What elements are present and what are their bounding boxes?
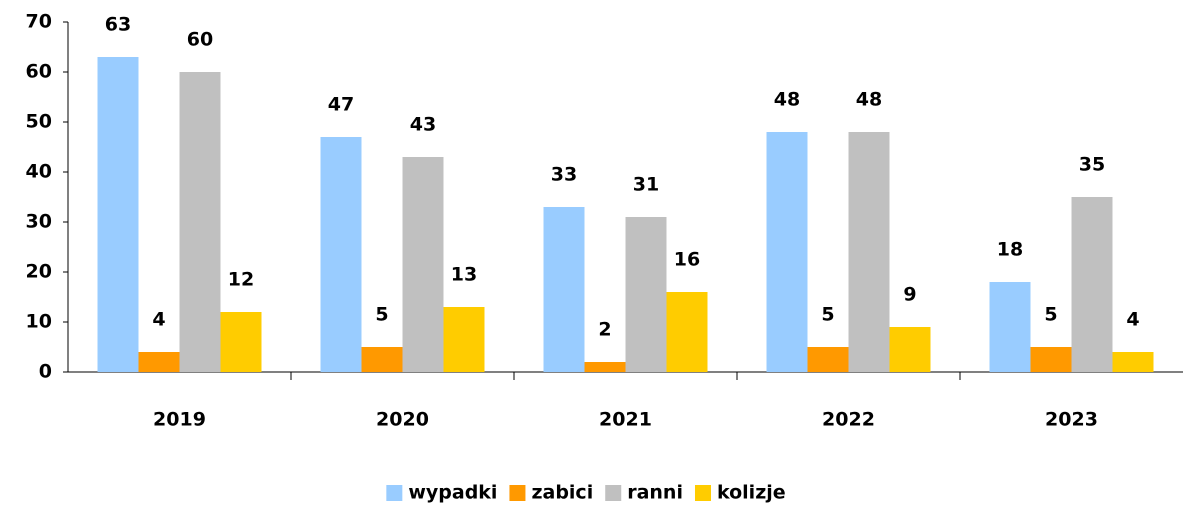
bar [848,132,890,372]
legend-label: ranni [627,482,683,504]
bar [1112,352,1154,372]
bar [807,347,849,372]
data-label: 5 [375,304,388,326]
legend-label: wypadki [408,482,497,504]
y-tick-label: 20 [26,261,52,283]
bar [1030,347,1072,372]
bar [443,307,485,372]
data-label: 5 [821,304,834,326]
x-tick-label: 2019 [153,409,206,431]
legend-label: kolizje [717,482,786,504]
data-label: 2 [598,319,611,341]
data-label: 4 [1126,309,1139,331]
legend-swatch [509,485,526,501]
bar [138,352,180,372]
bar [97,57,139,372]
data-label: 4 [152,309,165,331]
legend-swatch [386,485,403,501]
data-label: 5 [1044,304,1057,326]
data-label: 47 [328,94,354,116]
bar [543,207,585,372]
x-tick-label: 2023 [1045,409,1098,431]
data-label: 60 [187,29,213,51]
bar [320,137,362,372]
bar [989,282,1031,372]
bar [361,347,403,372]
y-tick-label: 40 [26,161,52,183]
bar [625,217,667,372]
bar [889,327,931,372]
bar [402,157,444,372]
data-label: 12 [228,269,254,291]
bar [666,292,708,372]
bar [220,312,262,372]
bar [766,132,808,372]
data-label: 13 [451,264,477,286]
data-label: 16 [674,249,700,271]
bar [584,362,626,372]
x-tick-label: 2022 [822,409,875,431]
data-label: 18 [997,239,1023,261]
y-tick-label: 50 [26,111,52,133]
data-label: 35 [1079,154,1105,176]
data-label: 48 [856,89,882,111]
bar [1071,197,1113,372]
y-tick-label: 60 [26,61,52,83]
legend-swatch [605,485,622,501]
data-label: 33 [551,164,577,186]
legend-label: zabici [531,482,593,504]
data-label: 43 [410,114,436,136]
data-label: 48 [774,89,800,111]
x-tick-label: 2020 [376,409,429,431]
y-tick-label: 30 [26,211,52,233]
y-tick-label: 70 [26,11,52,33]
data-label: 63 [105,14,131,36]
bar [179,72,221,372]
y-tick-label: 10 [26,311,52,333]
data-label: 31 [633,174,659,196]
y-tick-label: 0 [39,361,52,383]
data-label: 9 [903,284,916,306]
legend-swatch [694,485,711,501]
x-tick-label: 2021 [599,409,652,431]
